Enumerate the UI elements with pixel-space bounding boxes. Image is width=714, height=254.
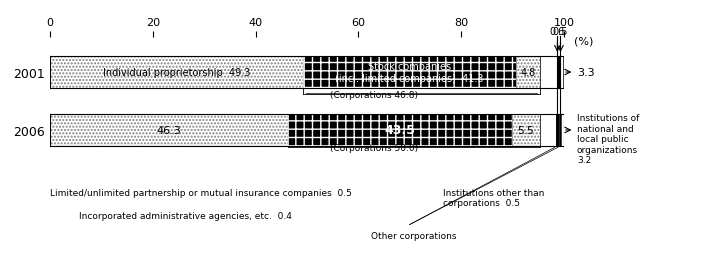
Bar: [288, 115, 512, 146]
Bar: [50, 57, 303, 89]
Text: 43.5: 43.5: [384, 124, 416, 137]
Text: 46.3: 46.3: [156, 125, 181, 135]
Bar: [303, 57, 516, 89]
Text: (Corporations 50.0): (Corporations 50.0): [330, 143, 418, 152]
Text: 0.5: 0.5: [553, 27, 568, 37]
Text: 5.5: 5.5: [518, 125, 534, 135]
Text: Stock companies
(incl. limited companies)  41.3: Stock companies (incl. limited companies…: [336, 62, 484, 84]
Text: Individual proprietorship  49.3: Individual proprietorship 49.3: [103, 68, 251, 78]
Bar: [556, 115, 559, 146]
Text: Institutions of
national and
local public
organizations
3.2: Institutions of national and local publi…: [577, 114, 639, 164]
Text: 3.3: 3.3: [577, 68, 595, 78]
Bar: [559, 115, 561, 146]
Text: Other corporations: Other corporations: [371, 231, 457, 240]
Bar: [540, 115, 556, 146]
Text: Institutions other than
corporations  0.5: Institutions other than corporations 0.5: [443, 188, 544, 207]
Text: Incorporated administrative agencies, etc.  0.4: Incorporated administrative agencies, et…: [79, 211, 291, 220]
Text: Limited/unlimited partnership or mutual insurance companies  0.5: Limited/unlimited partnership or mutual …: [50, 188, 352, 197]
Text: (Corporations 46.8): (Corporations 46.8): [330, 90, 418, 99]
Bar: [560, 57, 563, 89]
Text: 4.8: 4.8: [521, 68, 536, 78]
Bar: [558, 57, 560, 89]
Bar: [50, 115, 288, 146]
Bar: [512, 115, 540, 146]
Bar: [540, 57, 558, 89]
Text: (%): (%): [574, 36, 594, 46]
Text: 0.6: 0.6: [550, 27, 565, 37]
Bar: [516, 57, 540, 89]
